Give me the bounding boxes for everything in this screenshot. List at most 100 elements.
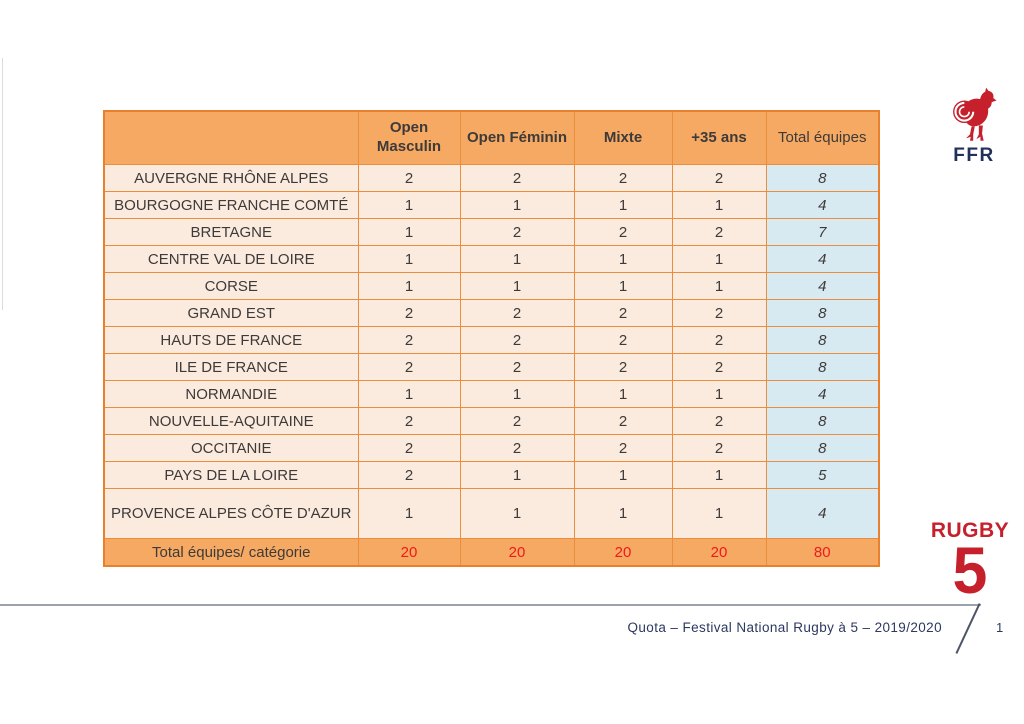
ffr-logo: FFR: [936, 86, 1012, 165]
value-cell: 2: [573, 434, 673, 462]
corner-header: [103, 110, 359, 165]
region-cell: AUVERGNE RHÔNE ALPES: [103, 164, 359, 192]
table-row: GRAND EST 2 2 2 2 8: [103, 299, 880, 327]
value-cell: 1: [357, 488, 461, 539]
value-cell: 2: [357, 461, 461, 489]
region-cell: GRAND EST: [103, 299, 359, 327]
value-cell: 1: [357, 380, 461, 408]
value-cell: 1: [459, 245, 575, 273]
table-row: BRETAGNE 1 2 2 2 7: [103, 218, 880, 246]
totals-value-cell: 20: [459, 538, 575, 567]
table-row: HAUTS DE FRANCE 2 2 2 2 8: [103, 326, 880, 354]
value-cell: 1: [357, 191, 461, 219]
value-cell: 2: [459, 353, 575, 381]
region-cell: BRETAGNE: [103, 218, 359, 246]
value-cell: 1: [671, 272, 767, 300]
row-total-cell: 8: [765, 434, 880, 462]
row-total-cell: 8: [765, 353, 880, 381]
value-cell: 1: [357, 245, 461, 273]
value-cell: 2: [671, 407, 767, 435]
row-total-cell: 4: [765, 488, 880, 539]
totals-value-cell: 20: [357, 538, 461, 567]
value-cell: 1: [357, 272, 461, 300]
region-cell: PAYS DE LA LOIRE: [103, 461, 359, 489]
value-cell: 1: [671, 245, 767, 273]
value-cell: 2: [459, 218, 575, 246]
value-cell: 1: [459, 488, 575, 539]
column-header: Total équipes: [765, 110, 880, 165]
rugby5-number: 5: [952, 533, 988, 607]
row-total-cell: 4: [765, 245, 880, 273]
footer-rule: [0, 604, 981, 606]
region-cell: ILE DE FRANCE: [103, 353, 359, 381]
ffr-wordmark: FFR: [953, 145, 995, 166]
column-header: Mixte: [573, 110, 673, 165]
value-cell: 1: [459, 461, 575, 489]
footer-slash: [955, 603, 981, 654]
table-body: AUVERGNE RHÔNE ALPES 2 2 2 2 8 BOURGOGNE FRANC…: [103, 164, 880, 539]
row-total-cell: 4: [765, 191, 880, 219]
totals-label-cell: Total équipes/ catégorie: [103, 538, 359, 567]
table-row: BOURGOGNE FRANCHE COMTÉ 1 1 1 1 4: [103, 191, 880, 219]
value-cell: 2: [671, 353, 767, 381]
region-cell: PROVENCE ALPES CÔTE D'AZUR: [103, 488, 359, 539]
value-cell: 1: [573, 461, 673, 489]
table-row: CENTRE VAL DE LOIRE 1 1 1 1 4: [103, 245, 880, 273]
value-cell: 2: [357, 434, 461, 462]
value-cell: 2: [459, 164, 575, 192]
row-total-cell: 7: [765, 218, 880, 246]
row-total-cell: 8: [765, 164, 880, 192]
grand-total-cell: 80: [765, 538, 880, 567]
region-cell: CORSE: [103, 272, 359, 300]
row-total-cell: 5: [765, 461, 880, 489]
value-cell: 2: [671, 434, 767, 462]
table-row: OCCITANIE 2 2 2 2 8: [103, 434, 880, 462]
page-number: 1: [996, 620, 1004, 635]
rooster-icon: [953, 87, 997, 141]
value-cell: 2: [671, 164, 767, 192]
value-cell: 1: [573, 488, 673, 539]
row-total-cell: 8: [765, 326, 880, 354]
value-cell: 2: [357, 407, 461, 435]
value-cell: 1: [573, 245, 673, 273]
value-cell: 2: [459, 299, 575, 327]
value-cell: 2: [671, 299, 767, 327]
value-cell: 2: [573, 407, 673, 435]
quota-table: Open Masculin Open Féminin Mixte +35 ans Tot…: [103, 110, 880, 567]
table-row: NOUVELLE-AQUITAINE 2 2 2 2 8: [103, 407, 880, 435]
value-cell: 2: [459, 407, 575, 435]
table-row: ILE DE FRANCE 2 2 2 2 8: [103, 353, 880, 381]
table-row: CORSE 1 1 1 1 4: [103, 272, 880, 300]
value-cell: 2: [357, 299, 461, 327]
totals-value-cell: 20: [671, 538, 767, 567]
column-header: Open Masculin: [357, 110, 461, 165]
row-total-cell: 8: [765, 407, 880, 435]
value-cell: 2: [573, 164, 673, 192]
value-cell: 1: [671, 488, 767, 539]
value-cell: 2: [573, 353, 673, 381]
value-cell: 1: [671, 191, 767, 219]
rugby5-logo: RUGBY 5: [922, 519, 1018, 607]
value-cell: 1: [671, 461, 767, 489]
value-cell: 2: [573, 326, 673, 354]
value-cell: 2: [357, 353, 461, 381]
value-cell: 2: [671, 218, 767, 246]
rugby5-wordmark: RUGBY: [930, 519, 1010, 542]
region-cell: HAUTS DE FRANCE: [103, 326, 359, 354]
table-row: PAYS DE LA LOIRE 2 1 1 1 5: [103, 461, 880, 489]
value-cell: 2: [357, 164, 461, 192]
totals-value-cell: 20: [573, 538, 673, 567]
region-cell: OCCITANIE: [103, 434, 359, 462]
value-cell: 2: [573, 299, 673, 327]
value-cell: 2: [671, 326, 767, 354]
value-cell: 1: [357, 218, 461, 246]
totals-row: Total équipes/ catégorie 20 20 20 20 80: [103, 538, 880, 567]
value-cell: 1: [573, 380, 673, 408]
table-row: NORMANDIE 1 1 1 1 4: [103, 380, 880, 408]
value-cell: 1: [573, 272, 673, 300]
value-cell: 1: [459, 380, 575, 408]
value-cell: 1: [459, 191, 575, 219]
column-header: Open Féminin: [459, 110, 575, 165]
column-header: +35 ans: [671, 110, 767, 165]
